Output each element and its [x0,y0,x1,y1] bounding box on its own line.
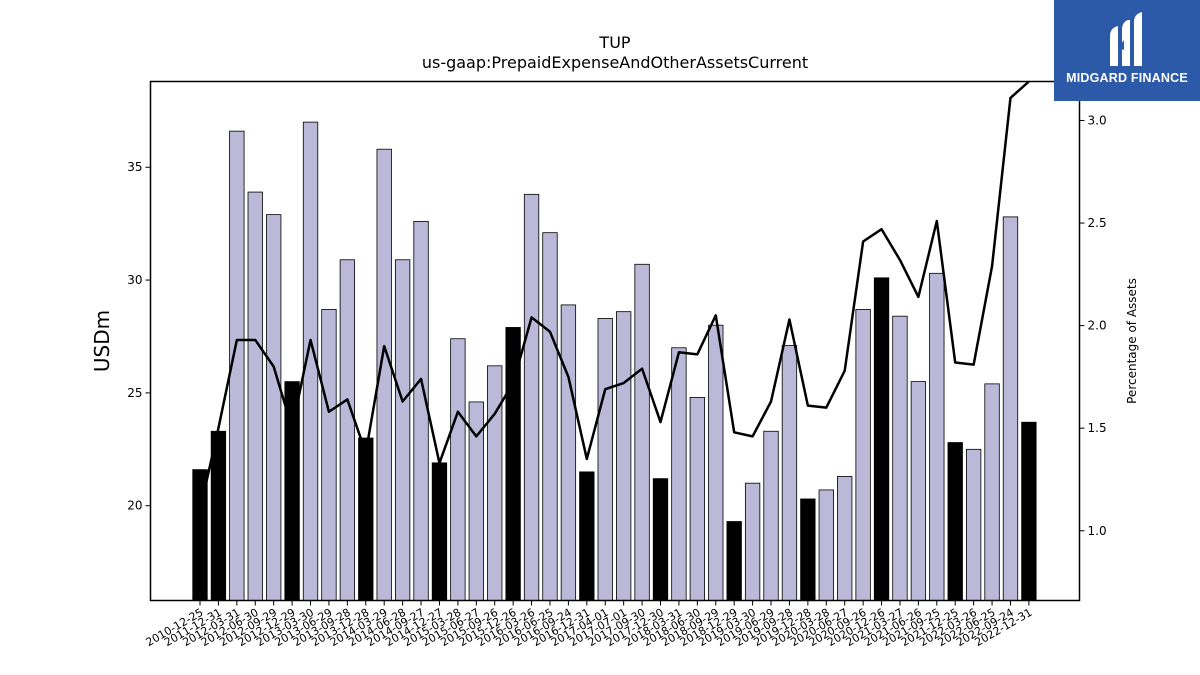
left-axis-ticks: 20 25 30 35 [127,160,151,513]
bar-2022-06-25 [984,383,1000,601]
x-axis-ticks: 2010-12-252011-12-312012-03-312012-06-30… [144,600,1034,649]
right-axis-ticks: 1.0 1.5 2.0 2.5 3.0 [1079,113,1107,538]
bar-2014-06-28 [394,259,411,601]
bar-2022-03-26 [965,448,982,601]
plot-frame [149,80,1081,602]
bar-2019-09-28 [781,345,798,601]
bar-2018-03-31 [671,347,687,601]
y2-axis-label: Percentage of Assets [1125,278,1139,404]
bar-2014-12-27 [431,462,448,601]
bar-2013-06-29 [321,309,337,601]
y-axis-label: USDm [90,310,114,372]
bar-2015-03-28 [450,338,466,601]
bar-2013-12-28 [358,437,374,601]
y2-tick-label: 1.5 [1088,421,1107,435]
bar-2016-09-24 [560,304,577,601]
bar-2022-12-31 [1021,421,1037,601]
brand-name: MIDGARD FINANCE [1066,71,1188,85]
bar-2020-06-27 [837,475,853,601]
bar-series [192,121,1037,601]
bar-2017-09-30 [634,263,650,601]
bar-2020-09-26 [855,309,871,601]
y-tick-label: 35 [127,160,142,174]
bar-2019-06-29 [763,430,779,601]
y2-tick-label: 2.5 [1088,216,1107,230]
bar-2012-06-30 [247,191,263,601]
bar-2021-03-27 [892,315,908,601]
bar-2011-12-31 [210,430,227,601]
bar-2022-09-24 [1002,216,1019,601]
y2-tick-label: 3.0 [1088,113,1107,127]
bar-2021-12-25 [947,442,963,601]
brand-logo: MIDGARD FINANCE [1054,0,1200,101]
y-tick-label: 25 [127,386,142,400]
midgard-logo-icon [1110,12,1142,66]
bar-2019-03-30 [744,482,761,601]
bar-2012-09-29 [266,214,282,601]
bar-2016-12-31 [579,471,595,601]
bar-2021-06-26 [910,381,927,601]
bar-2018-06-30 [689,397,705,601]
bar-2017-04-01 [597,318,613,601]
chart-subtitle: us-gaap:PrepaidExpenseAndOtherAssetsCurr… [422,53,808,72]
y-tick-label: 20 [127,499,142,513]
bar-2015-09-26 [487,365,503,601]
bar-2021-09-25 [929,272,945,601]
bar-2018-12-29 [726,521,742,601]
percentage-line [198,80,1030,511]
bar-2014-09-27 [413,220,429,601]
y2-tick-label: 2.0 [1088,319,1107,333]
chart-title: TUP [598,33,630,52]
bar-2018-09-29 [708,324,724,601]
bar-2020-03-28 [818,489,834,601]
y-tick-label: 30 [127,273,142,287]
bar-2020-12-26 [873,277,890,601]
bar-2017-12-30 [652,478,669,601]
y2-tick-label: 1.0 [1088,524,1107,538]
bar-2013-09-28 [339,259,356,601]
bar-2019-12-28 [800,498,816,601]
bar-2016-03-26 [523,193,540,601]
bar-2017-07-01 [616,311,632,601]
bar-2016-06-25 [542,232,558,601]
